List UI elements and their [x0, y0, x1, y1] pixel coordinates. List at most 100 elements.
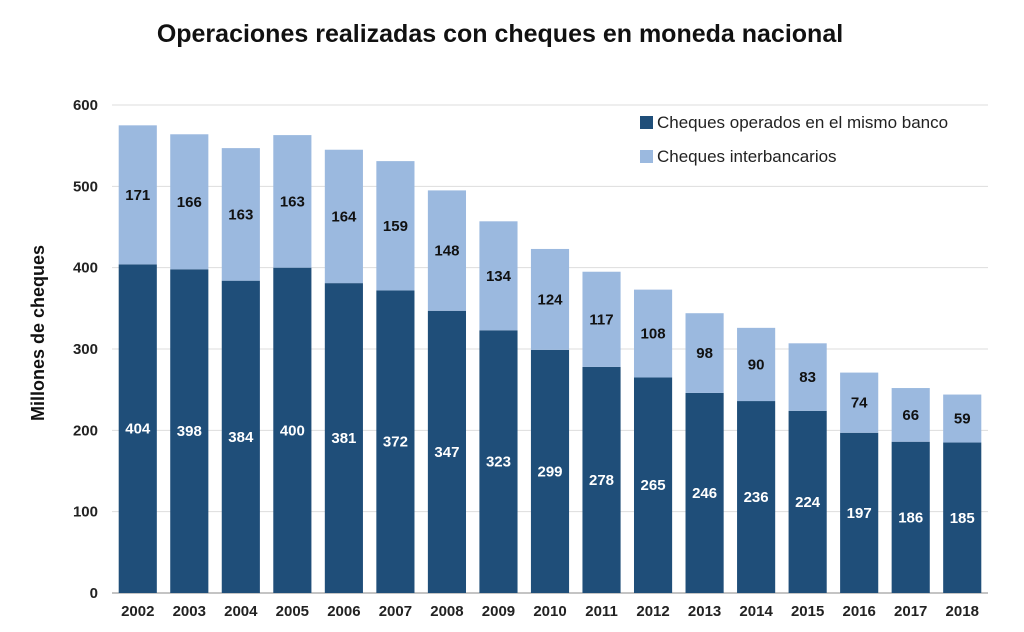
y-tick-label: 300	[73, 341, 98, 358]
bar-mismo-banco	[376, 290, 415, 593]
x-tick-label: 2003	[173, 603, 206, 620]
x-tick-label: 2007	[379, 603, 412, 620]
bar-interbancarios	[479, 221, 518, 331]
bar-interbancarios	[891, 388, 930, 442]
data-label-interbancarios: 171	[125, 187, 150, 204]
bar-mismo-banco	[273, 267, 312, 593]
legend-swatch	[640, 116, 653, 129]
legend-label: Cheques operados en el mismo banco	[657, 113, 948, 132]
x-tick-label: 2010	[533, 603, 566, 620]
data-label-mismo-banco: 278	[589, 472, 614, 489]
bar-mismo-banco	[685, 392, 724, 593]
x-tick-label: 2004	[224, 603, 258, 620]
y-axis-label: Millones de cheques	[28, 245, 48, 421]
bar-mismo-banco	[633, 377, 673, 593]
bar-mismo-banco	[840, 432, 879, 593]
bar-interbancarios	[530, 248, 570, 350]
x-tick-label: 2014	[739, 603, 773, 620]
y-tick-label: 400	[73, 260, 98, 277]
data-label-mismo-banco: 404	[125, 421, 151, 438]
bar-mismo-banco	[118, 264, 157, 593]
bar-interbancarios	[582, 271, 621, 367]
x-tick-label: 2015	[791, 603, 824, 620]
data-label-interbancarios: 163	[280, 193, 305, 210]
data-label-interbancarios: 148	[434, 243, 459, 260]
data-label-interbancarios: 166	[177, 194, 202, 211]
x-tick-label: 2002	[121, 603, 154, 620]
data-label-interbancarios: 134	[486, 268, 512, 285]
y-tick-label: 100	[73, 504, 98, 521]
data-label-interbancarios: 59	[954, 411, 971, 428]
x-tick-label: 2009	[482, 603, 515, 620]
y-tick-label: 200	[73, 422, 98, 439]
bar-interbancarios	[273, 135, 312, 268]
bar-interbancarios	[221, 148, 260, 281]
data-label-interbancarios: 74	[851, 395, 868, 412]
data-label-interbancarios: 66	[902, 407, 919, 424]
bar-mismo-banco	[788, 410, 827, 593]
bar-interbancarios	[324, 149, 363, 284]
y-axis: 0 100 200 300 400 500 600	[73, 97, 98, 602]
legend: Cheques operados en el mismo banco Cheque…	[640, 113, 948, 166]
data-label-interbancarios: 90	[748, 356, 765, 373]
bar-mismo-banco	[530, 349, 570, 593]
data-label-interbancarios: 124	[537, 291, 563, 308]
data-label-mismo-banco: 197	[847, 505, 872, 522]
y-tick-label: 600	[73, 97, 98, 114]
x-tick-label: 2005	[276, 603, 309, 620]
data-label-mismo-banco: 398	[177, 423, 202, 440]
bar-interbancarios	[943, 394, 982, 443]
bar-interbancarios	[170, 134, 209, 270]
data-label-interbancarios: 98	[696, 345, 713, 362]
data-label-mismo-banco: 347	[434, 444, 459, 461]
x-tick-label: 2018	[946, 603, 979, 620]
x-tick-label: 2006	[327, 603, 360, 620]
data-label-mismo-banco: 299	[537, 463, 562, 480]
data-label-mismo-banco: 381	[331, 430, 356, 447]
data-label-mismo-banco: 372	[383, 434, 408, 451]
data-label-interbancarios: 163	[228, 206, 253, 223]
data-label-mismo-banco: 236	[744, 489, 769, 506]
data-label-interbancarios: 83	[799, 369, 816, 386]
bar-interbancarios	[685, 313, 724, 393]
bar-mismo-banco	[582, 366, 621, 593]
data-labels: 404 171 398 166 384 163 400 163 381 164 372 159 347 1…	[125, 187, 975, 527]
y-tick-label: 0	[90, 585, 98, 602]
y-tick-label: 500	[73, 178, 98, 195]
bars	[118, 125, 982, 593]
x-tick-label: 2008	[430, 603, 463, 620]
data-label-mismo-banco: 246	[692, 485, 717, 502]
bar-mismo-banco	[427, 310, 467, 593]
x-tick-label: 2011	[585, 603, 618, 620]
x-tick-label: 2016	[842, 603, 875, 620]
bar-mismo-banco	[891, 441, 930, 593]
bar-interbancarios	[633, 289, 673, 378]
x-tick-label: 2017	[894, 603, 927, 620]
bar-interbancarios	[737, 327, 776, 402]
bar-mismo-banco	[943, 442, 982, 593]
legend-swatch	[640, 150, 653, 163]
bar-interbancarios	[118, 125, 157, 265]
x-axis: 2002 2003 2004 2005 2006 2007 2008 2009 2010 2011…	[121, 603, 979, 620]
data-label-mismo-banco: 185	[950, 510, 975, 527]
bar-mismo-banco	[737, 401, 776, 593]
bar-mismo-banco	[479, 330, 518, 593]
bar-interbancarios	[788, 343, 827, 411]
data-label-interbancarios: 164	[331, 208, 357, 225]
data-label-mismo-banco: 400	[280, 422, 305, 439]
chart-title: Operaciones realizadas con cheques en mo…	[156, 20, 844, 48]
bar-mismo-banco	[221, 280, 260, 593]
legend-label: Cheques interbancarios	[657, 147, 837, 166]
data-label-interbancarios: 117	[589, 311, 613, 328]
data-label-interbancarios: 108	[641, 326, 666, 343]
bar-mismo-banco	[324, 283, 363, 593]
data-label-mismo-banco: 265	[641, 477, 666, 494]
data-label-mismo-banco: 224	[795, 494, 821, 511]
bar-interbancarios	[376, 161, 415, 291]
bar-mismo-banco	[170, 269, 209, 593]
data-label-mismo-banco: 186	[898, 509, 923, 526]
data-label-mismo-banco: 384	[228, 429, 254, 446]
data-label-mismo-banco: 323	[486, 454, 511, 471]
x-tick-label: 2012	[636, 603, 669, 620]
